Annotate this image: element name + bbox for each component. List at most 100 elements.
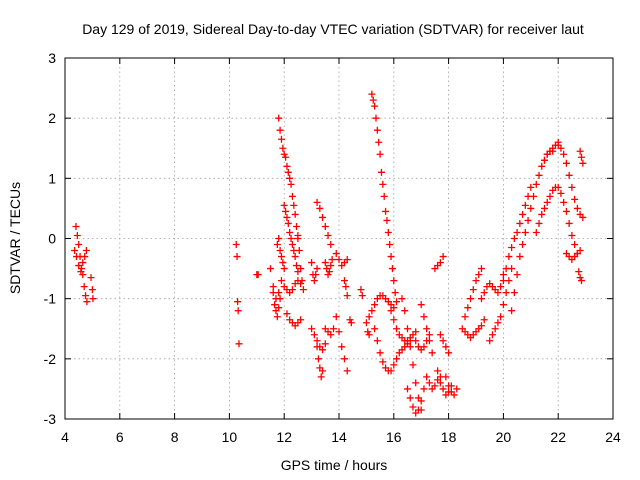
data-point: [524, 216, 532, 224]
data-point: [273, 313, 281, 321]
series-s38: [442, 373, 461, 399]
data-point: [510, 289, 518, 297]
series-s22: [340, 277, 351, 300]
series-s33: [417, 301, 436, 357]
series-s21: [332, 313, 351, 375]
data-point: [338, 343, 346, 351]
data-point: [310, 331, 318, 339]
data-point: [546, 192, 554, 200]
data-point: [538, 162, 546, 170]
data-point: [575, 268, 583, 276]
x-tick-label: 10: [222, 429, 238, 445]
data-point: [494, 289, 502, 297]
data-point: [494, 319, 502, 327]
series-s47: [554, 141, 587, 221]
data-point: [276, 295, 284, 303]
data-point: [71, 247, 79, 255]
data-point: [362, 319, 370, 327]
series-s41: [477, 271, 507, 303]
data-point: [343, 367, 351, 375]
data-point: [519, 241, 527, 249]
data-point: [576, 147, 584, 155]
chart-title: Day 129 of 2019, Sidereal Day-to-day VTE…: [82, 21, 584, 37]
data-point: [376, 349, 384, 357]
data-point: [557, 144, 565, 152]
data-point: [554, 183, 562, 191]
data-point: [577, 277, 585, 285]
data-point: [414, 406, 422, 414]
data-point: [293, 222, 301, 230]
data-point: [428, 349, 436, 357]
data-point: [343, 292, 351, 300]
data-point: [81, 253, 89, 261]
series-s36: [434, 367, 455, 399]
series-s34: [425, 373, 444, 393]
data-point: [330, 325, 338, 333]
data-point: [313, 198, 321, 206]
data-point: [314, 355, 322, 363]
data-point: [284, 168, 292, 176]
data-point: [276, 126, 284, 134]
data-point: [445, 349, 453, 357]
data-point: [439, 337, 447, 345]
series-s48: [562, 247, 584, 264]
data-point: [573, 204, 581, 212]
x-tick-label: 6: [116, 429, 124, 445]
data-point: [308, 325, 316, 333]
data-point: [412, 379, 420, 387]
data-point: [535, 171, 543, 179]
data-point: [282, 207, 290, 215]
data-point: [391, 289, 399, 297]
data-point: [371, 325, 379, 333]
data-point: [371, 102, 379, 110]
series-s46: [541, 147, 557, 164]
data-point: [505, 253, 513, 261]
data-point: [568, 183, 576, 191]
data-point: [364, 328, 372, 336]
data-point: [275, 304, 283, 312]
data-point: [436, 331, 444, 339]
data-point: [480, 289, 488, 297]
data-point: [291, 210, 299, 218]
data-point: [273, 241, 281, 249]
y-tick-label: 0: [48, 231, 56, 247]
data-point: [562, 159, 570, 167]
data-point: [232, 241, 240, 249]
data-point: [293, 262, 301, 270]
data-point: [342, 283, 350, 291]
series-s50: [575, 268, 585, 285]
data-point: [82, 247, 90, 255]
data-point: [286, 228, 294, 236]
data-point: [287, 235, 295, 242]
data-point: [491, 325, 499, 333]
data-point: [335, 328, 343, 336]
data-point: [340, 277, 348, 285]
data-point: [387, 367, 395, 375]
data-point: [383, 216, 391, 224]
data-points: [71, 90, 587, 417]
data-point: [295, 247, 303, 255]
x-axis-label: GPS time / hours: [281, 457, 388, 473]
data-point: [497, 283, 505, 291]
data-point: [308, 259, 316, 267]
data-point: [319, 346, 327, 354]
data-point: [321, 259, 329, 267]
y-tick-label: 1: [48, 170, 56, 186]
data-point: [324, 271, 332, 279]
data-point: [375, 138, 383, 146]
data-point: [393, 298, 401, 306]
data-point: [379, 180, 387, 188]
data-point: [283, 213, 291, 221]
data-point: [502, 289, 510, 297]
data-point: [340, 355, 348, 363]
data-point: [80, 283, 88, 291]
data-point: [372, 114, 380, 122]
data-point: [404, 385, 411, 393]
data-point: [472, 277, 480, 285]
series-s20: [332, 250, 351, 270]
x-tick-label: 16: [386, 429, 402, 445]
data-point: [77, 268, 85, 276]
data-point: [75, 262, 83, 270]
